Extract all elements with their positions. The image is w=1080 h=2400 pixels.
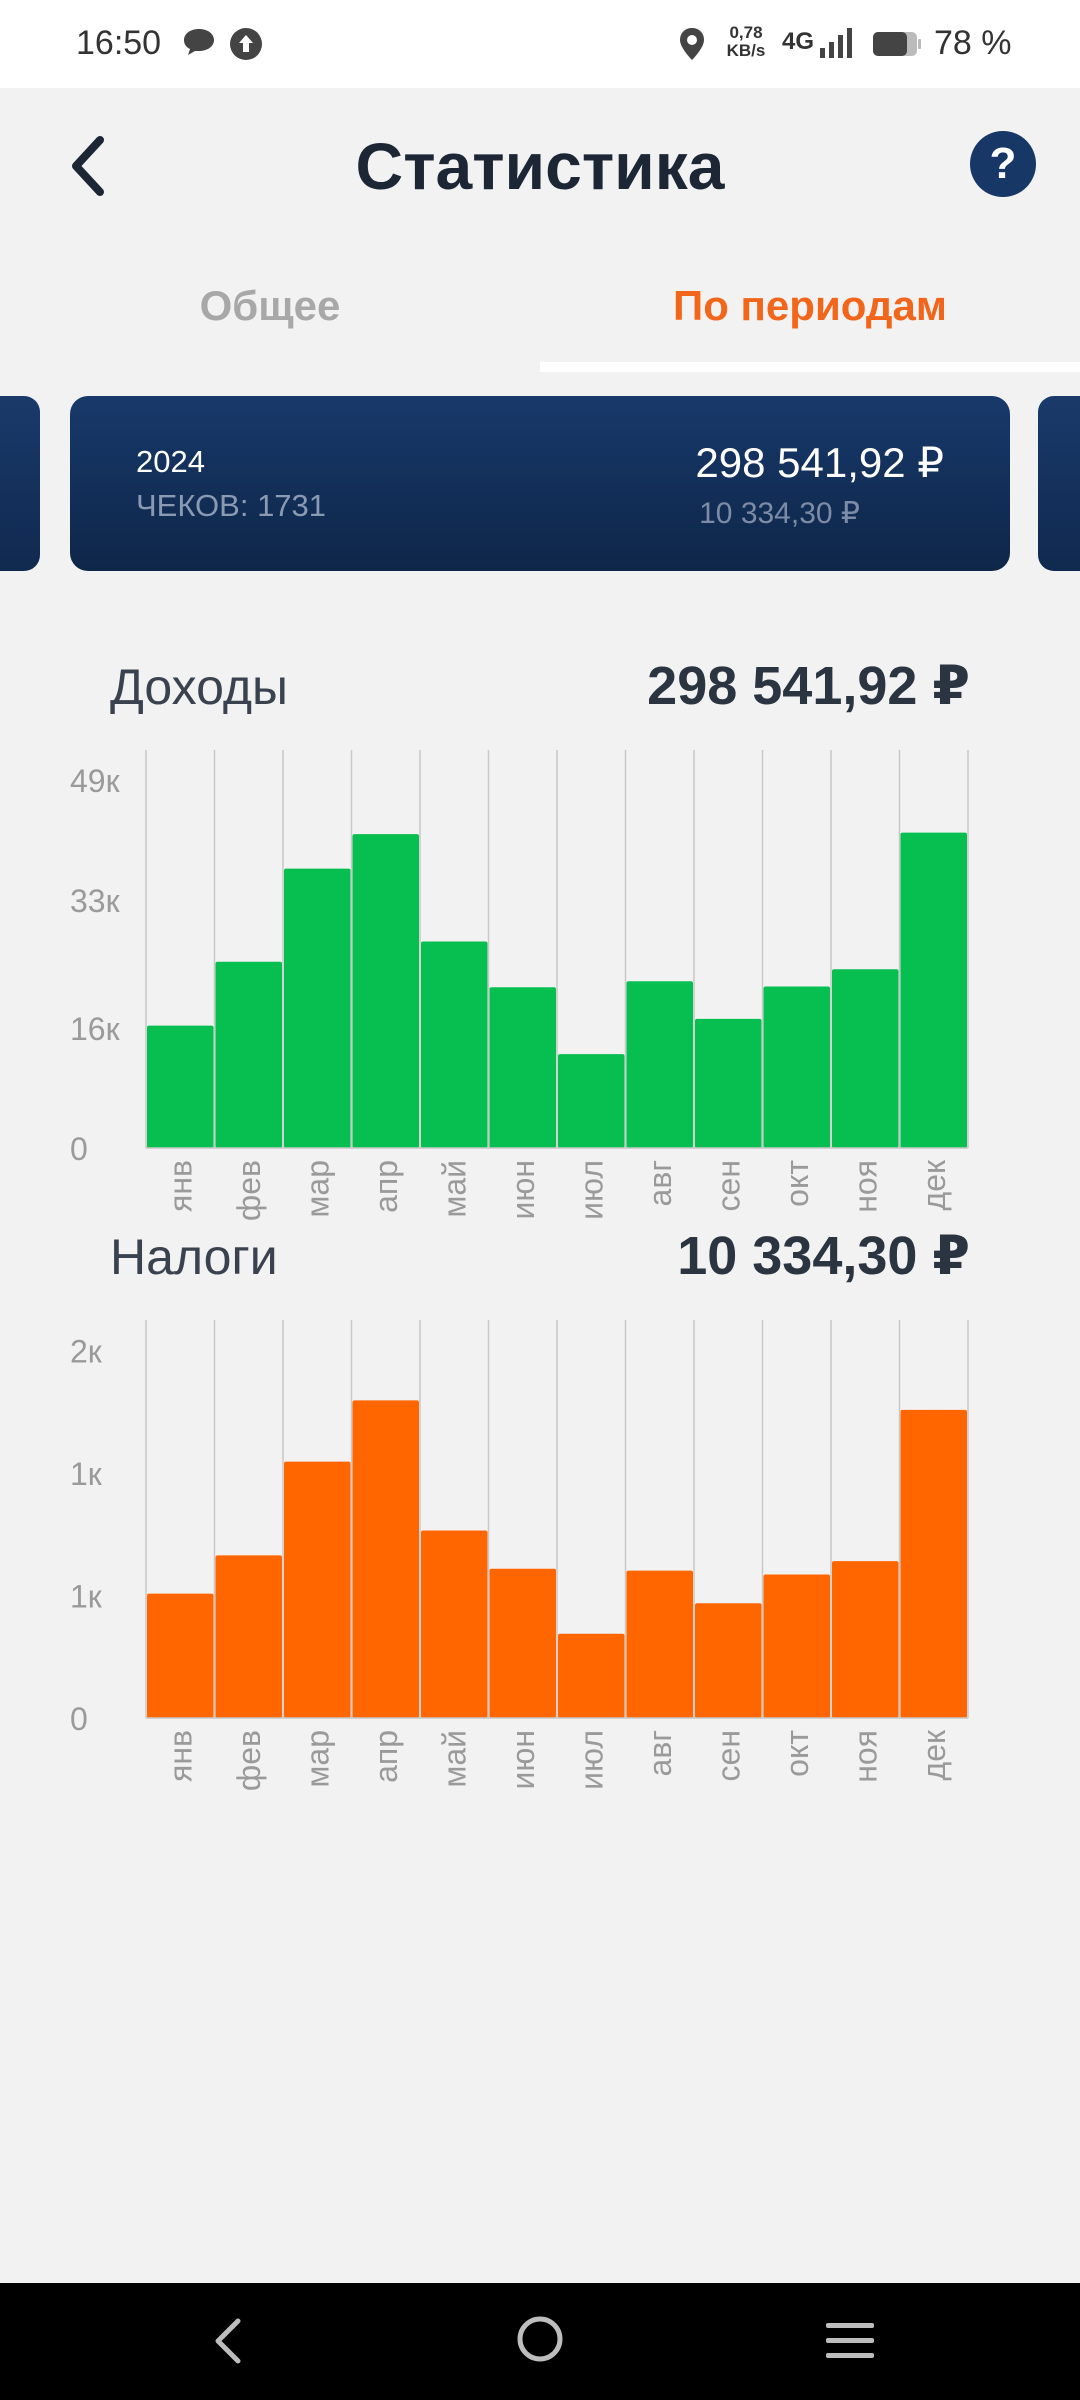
question-icon: ? — [990, 139, 1017, 188]
income-ytick-label: 0 — [70, 1131, 88, 1167]
tax-chart: 0 1к 1к 2к янв фев мар апр май июн июл авг сен окт ноя… — [70, 1320, 969, 1791]
nav-back-icon[interactable] — [200, 2311, 260, 2371]
nav-home-icon[interactable] — [510, 2309, 570, 2369]
income-xtick-label: июл — [573, 1160, 609, 1220]
status-time: 16:50 — [76, 24, 162, 62]
income-xtick-label: окт — [779, 1160, 815, 1207]
tab-active-indicator — [540, 362, 1080, 372]
income-bar-июн[interactable] — [489, 987, 557, 1148]
income-bar-фев[interactable] — [215, 961, 283, 1148]
income-bar-апр[interactable] — [352, 834, 420, 1148]
network-speed: 0,78 KB/s — [726, 23, 766, 60]
income-bar-ноя[interactable] — [832, 969, 899, 1148]
network-type: 4G — [782, 28, 815, 55]
income-xtick-label: авг — [642, 1160, 678, 1206]
back-button[interactable] — [60, 130, 120, 202]
period-tax: 10 334,30 ₽ — [699, 497, 860, 530]
income-xtick-label: дек — [916, 1159, 952, 1210]
svg-text:?: ? — [990, 139, 1017, 188]
income-xtick-label: сен — [710, 1160, 746, 1211]
income-ytick-label: 16к — [70, 1011, 121, 1047]
tax-ytick-label: 0 — [70, 1701, 88, 1737]
period-card-previous[interactable] — [0, 396, 40, 571]
tax-bar-сен[interactable] — [695, 1603, 762, 1718]
chat-icon — [184, 29, 214, 55]
income-xtick-label: мар — [299, 1160, 335, 1218]
income-bar-май[interactable] — [421, 941, 488, 1148]
income-xtick-label: июн — [505, 1160, 541, 1220]
tax-xtick-label: авг — [642, 1730, 678, 1776]
location-icon — [680, 28, 704, 60]
tax-bar-июн[interactable] — [489, 1568, 557, 1718]
period-income: 298 541,92 ₽ — [695, 439, 944, 486]
battery-percent: 78 % — [934, 24, 1012, 62]
tax-ytick-label: 1к — [70, 1456, 103, 1492]
tax-total: 10 334,30 ₽ — [677, 1226, 970, 1286]
income-bar-июл[interactable] — [558, 1054, 625, 1148]
tax-xtick-label: май — [436, 1730, 472, 1788]
tax-bar-июл[interactable] — [558, 1633, 625, 1718]
tax-bar-окт[interactable] — [763, 1574, 831, 1718]
tax-bar-мар[interactable] — [284, 1461, 351, 1718]
tax-bar-май[interactable] — [421, 1530, 488, 1718]
tax-bar-авг[interactable] — [626, 1570, 694, 1718]
income-bar-сен[interactable] — [695, 1018, 762, 1148]
tax-bar-янв[interactable] — [147, 1593, 214, 1718]
income-xtick-label: фев — [231, 1160, 267, 1221]
tax-xtick-label: апр — [368, 1730, 404, 1783]
tax-xtick-label: сен — [710, 1730, 746, 1781]
status-bar: 16:50 0,78 KB/s 4G 78 % — [0, 0, 1080, 88]
income-title: Доходы — [110, 659, 288, 715]
income-ytick-label: 33к — [70, 883, 121, 919]
income-xtick-label: янв — [162, 1160, 198, 1212]
income-xtick-label: апр — [368, 1160, 404, 1213]
signal-icon — [820, 28, 852, 58]
tax-xtick-label: дек — [916, 1729, 952, 1780]
tax-ytick-label: 1к — [70, 1579, 103, 1615]
page-title: Статистика — [355, 129, 725, 203]
income-total: 298 541,92 ₽ — [647, 656, 970, 716]
tax-ytick-label: 2к — [70, 1334, 103, 1370]
income-ytick-label: 49к — [70, 763, 121, 799]
tax-bar-фев[interactable] — [215, 1555, 283, 1718]
income-bar-дек[interactable] — [900, 832, 968, 1148]
tab-general[interactable]: Общее — [199, 282, 341, 329]
tax-xtick-label: июн — [505, 1730, 541, 1790]
tax-bar-дек[interactable] — [900, 1409, 968, 1718]
navigation-bar — [0, 2283, 1080, 2400]
income-bar-мар[interactable] — [284, 868, 351, 1148]
income-xtick-label: ноя — [847, 1160, 883, 1213]
period-year: 2024 — [136, 444, 205, 479]
period-checks-count: ЧЕКОВ: 1731 — [136, 488, 327, 523]
income-bar-окт[interactable] — [763, 986, 831, 1148]
upload-icon — [230, 28, 262, 60]
tax-xtick-label: фев — [231, 1730, 267, 1791]
tax-xtick-label: янв — [162, 1730, 198, 1782]
tax-title: Налоги — [110, 1229, 278, 1285]
tax-bar-ноя[interactable] — [832, 1561, 899, 1718]
tax-xtick-label: ноя — [847, 1730, 883, 1783]
income-xtick-label: май — [436, 1160, 472, 1218]
tab-periods[interactable]: По периодам — [673, 282, 947, 329]
tax-xtick-label: окт — [779, 1730, 815, 1777]
nav-menu-icon[interactable] — [820, 2313, 880, 2369]
income-bar-янв[interactable] — [147, 1025, 214, 1148]
help-button[interactable]: ? — [970, 131, 1036, 197]
battery-icon — [873, 32, 921, 56]
income-chart: 0 16к 33к 49к янв фев мар апр май июн июл авг сен окт… — [70, 750, 969, 1221]
tax-xtick-label: июл — [573, 1730, 609, 1790]
tax-xtick-label: мар — [299, 1730, 335, 1788]
tax-bar-апр[interactable] — [352, 1400, 420, 1718]
period-card-next[interactable] — [1038, 396, 1080, 571]
period-card[interactable]: 2024 ЧЕКОВ: 1731 298 541,92 ₽ 10 334,30 … — [70, 396, 1010, 571]
income-bar-авг[interactable] — [626, 981, 694, 1148]
